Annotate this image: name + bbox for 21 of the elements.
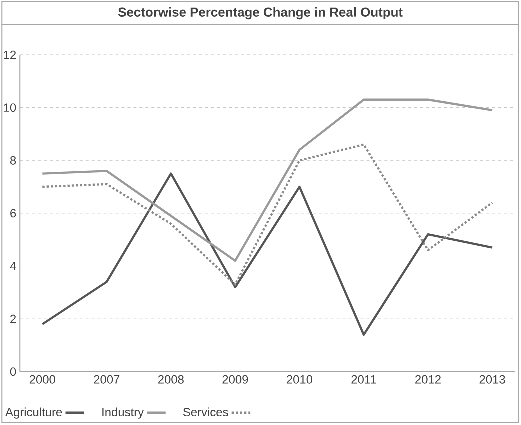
x-tick-label: 2009 xyxy=(222,375,248,384)
x-tick-label: 2011 xyxy=(352,375,376,384)
x-tick-label: 2008 xyxy=(158,375,184,384)
x-tick-label: 2000 xyxy=(30,375,56,384)
y-tick-label: 2 xyxy=(10,314,16,324)
line-series xyxy=(42,172,494,336)
x-tick-label: 2010 xyxy=(287,375,313,384)
legend-label: Services xyxy=(183,408,228,417)
chart-title: Sectorwise Percentage Change in Real Output xyxy=(118,7,403,20)
y-tick-label: 12 xyxy=(4,50,16,60)
legend-label: Agriculture xyxy=(6,408,62,419)
legend-label: Industry xyxy=(102,408,144,419)
y-tick-label: 6 xyxy=(10,209,16,218)
y-tick-label: 8 xyxy=(10,156,16,165)
x-tick-label: 2007 xyxy=(94,375,120,384)
y-tick-label: 10 xyxy=(4,104,16,112)
y-tick-label: 0 xyxy=(10,368,16,376)
y-tick-label: 4 xyxy=(10,262,16,270)
line-series xyxy=(42,144,494,286)
x-tick-label: 2012 xyxy=(416,375,441,384)
x-tick-label: 2013 xyxy=(480,375,506,384)
